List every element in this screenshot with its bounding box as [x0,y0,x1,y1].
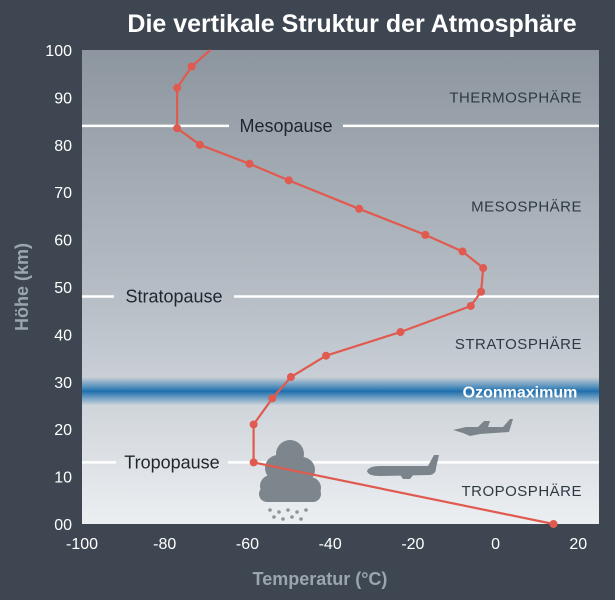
data-point-3 [268,394,277,403]
x-axis: -100 -80 -60 -40 -20 0 20 [66,536,587,553]
x-tick-0: 0 [491,536,500,553]
boundary-label-mesopause: Mesopause [239,116,332,136]
plot-area [82,50,599,524]
y-tick-70: 70 [54,185,72,202]
series-line-0 [176,49,554,526]
y-tick-80: 80 [54,138,72,155]
y-axis-label: Höhe (km) [12,243,32,331]
chart-title: Die vertikale Struktur der Atmosphäre [127,10,576,38]
data-point-13 [284,176,293,185]
x-tick--100: -100 [66,536,98,553]
cloud-rain-icon [259,440,321,521]
data-point-2 [249,420,258,429]
y-tick-100: 100 [45,43,72,60]
x-tick--40: -40 [319,536,342,553]
data-point-18 [187,62,196,71]
y-tick-30: 30 [54,375,72,392]
data-point-7 [466,301,475,310]
y-tick-90: 90 [54,90,72,107]
x-tick--20: -20 [401,536,424,553]
y-tick-10: 10 [54,470,72,487]
data-point-16 [173,124,182,133]
data-point-17 [173,83,182,92]
ozone-band: Ozonmaximum [82,377,599,406]
x-tick--80: -80 [153,536,176,553]
data-point-15 [195,140,204,149]
data-point-6 [396,328,405,337]
data-point-4 [286,373,295,382]
data-point-14 [245,159,254,168]
data-point-1 [249,458,258,467]
ozone-band-fill [82,377,599,406]
layer-label-thermosphäre: THERMOSPHÄRE [449,89,582,106]
boundary-lines: Tropopause Stratopause Mesopause [82,116,599,472]
y-tick-40: 40 [54,327,72,344]
y-tick-20: 20 [54,422,72,439]
data-point-11 [421,230,430,239]
y-axis: 00 10 20 30 40 50 60 70 80 90 100 [45,43,72,534]
layer-label-stratosphäre: STRATOSPHÄRE [455,336,582,353]
x-tick--60: -60 [236,536,259,553]
temperature-series [173,49,558,528]
data-point-5 [322,351,331,360]
data-point-12 [355,204,364,213]
data-point-8 [477,287,486,296]
data-point-0 [549,520,558,528]
fighter-jet-icon [453,419,513,436]
y-tick-60: 60 [54,233,72,250]
airliner-icon [367,455,439,479]
boundary-label-stratopause: Stratopause [125,286,222,306]
layer-labels: TROPOSPHÄRE STRATOSPHÄRE MESOSPHÄRE THERMOS… [449,89,582,500]
boundary-label-tropopause: Tropopause [124,452,219,472]
data-point-9 [479,264,488,273]
layer-label-troposphäre: TROPOSPHÄRE [461,483,582,500]
layer-label-mesosphäre: MESOSPHÄRE [471,198,582,215]
x-tick-20: 20 [569,536,587,553]
x-axis-label: Temperatur (°C) [253,569,388,589]
y-tick-50: 50 [54,280,72,297]
ozone-label: Ozonmaximum [463,384,578,401]
y-tick-00: 00 [54,517,72,534]
data-point-10 [458,247,467,256]
